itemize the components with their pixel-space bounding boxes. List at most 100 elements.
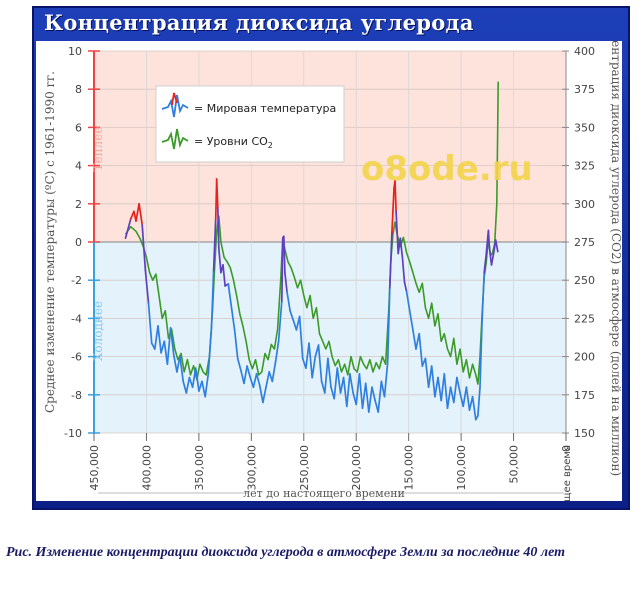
series-temperature-segment <box>377 380 383 413</box>
series-temperature-segment <box>311 355 317 379</box>
y-left-tick-label: 6 <box>75 121 82 134</box>
legend-temperature-swatch <box>161 94 189 118</box>
series-temperature-segment <box>355 372 361 406</box>
series-temperature-segment <box>216 206 220 249</box>
y-right-tick-label: 350 <box>574 121 595 134</box>
x-tick-label: 400,000 <box>140 445 153 491</box>
series-temperature-segment <box>327 357 332 389</box>
series-temperature-segment <box>459 392 465 408</box>
series-temperature-segment <box>292 319 298 331</box>
series-temperature-segment <box>286 290 291 312</box>
y-right-tick-label: 200 <box>574 351 595 364</box>
x-tick-label: 350,000 <box>193 445 206 491</box>
series-temperature-segment <box>233 329 239 360</box>
series-temperature-segment <box>185 376 191 394</box>
series-temperature-segment <box>317 344 323 383</box>
series-temperature-segment <box>277 300 283 343</box>
series-layer <box>124 81 499 421</box>
y-left-tick-label: 2 <box>75 198 82 211</box>
y-right-tick-label: 150 <box>574 427 595 440</box>
series-temperature-segment <box>182 380 188 394</box>
series-temperature-segment <box>333 367 339 400</box>
series-temperature-segment <box>345 372 351 408</box>
series-temperature-segment <box>479 319 483 389</box>
x-tick-label: 300,000 <box>245 445 258 491</box>
legend-co2-label: = Уровни CO2 <box>194 135 273 150</box>
legend: = Мировая температура = Уровни CO2 <box>155 85 345 163</box>
y-left-tick-label: -10 <box>64 427 82 440</box>
y-left-tick-label: -8 <box>71 389 82 402</box>
y-right-tick-label: 225 <box>574 312 595 325</box>
series-temperature-segment <box>462 386 468 408</box>
legend-box <box>155 85 345 163</box>
series-temperature-segment <box>465 386 471 411</box>
series-temperature-segment <box>490 252 495 266</box>
x-axis-title: лет до настоящего времени <box>243 487 405 500</box>
series-temperature-segment <box>408 309 414 331</box>
series-temperature-segment <box>367 386 373 413</box>
series-temperature-segment <box>249 376 255 389</box>
series-temperature-segment <box>284 271 288 293</box>
series-temperature-segment <box>215 178 219 209</box>
series-temperature-segment <box>236 357 242 371</box>
series-temperature-segment <box>222 264 226 287</box>
chart-frame: Концентрация диоксида углерода 10 8 6 4 2 0 -2… <box>32 6 630 510</box>
series-temperature-segment <box>443 372 449 410</box>
series-temperature-segment <box>440 372 446 402</box>
legend-temperature-label: = Мировая температура <box>194 102 336 115</box>
series-temperature-segment <box>144 269 150 304</box>
legend-temperature-peak <box>171 92 178 106</box>
y-right-tick-label: 175 <box>574 389 595 402</box>
series-temperature-segment <box>418 332 424 367</box>
x-tick-label: 450,000 <box>88 445 101 491</box>
series-temperature-segment <box>124 218 132 240</box>
legend-co2-subscript: 2 <box>268 141 273 150</box>
x-tick-label: 250,000 <box>298 445 311 491</box>
y-left-tick-label: 4 <box>75 160 82 173</box>
series-temperature-segment <box>210 269 215 329</box>
series-temperature-segment <box>494 239 499 253</box>
series-temperature-segment <box>399 237 404 259</box>
series-temperature-segment <box>191 367 197 389</box>
series-temperature-segment <box>289 309 295 322</box>
series-temperature-segment <box>391 187 395 234</box>
series-temperature-segment <box>403 281 408 293</box>
series-temperature-segment <box>401 256 406 283</box>
y-left-tick-label: 0 <box>75 236 82 249</box>
y-left-tick-label: -2 <box>71 274 82 287</box>
series-temperature-segment <box>342 376 348 408</box>
series-temperature-segment <box>323 357 329 394</box>
zone-label-warm: Теплее <box>91 127 105 172</box>
y-left-tick-label: 8 <box>75 83 82 96</box>
series-temperature-segment <box>172 353 178 373</box>
series-temperature-segment <box>212 218 217 272</box>
series-temperature-segment <box>274 340 280 364</box>
x-tick-label: 200,000 <box>350 445 363 491</box>
axes: 10 8 6 4 2 0 -2 -4 -6 -8 -10 400 375 350 325 300 275 250 2… <box>64 45 595 491</box>
series-temperature-segment <box>405 290 411 312</box>
x-tick-label: 0 <box>560 445 573 452</box>
series-temperature-segment <box>383 361 389 398</box>
series-temperature-segment <box>282 235 286 274</box>
series-temperature-segment <box>361 382 367 410</box>
series-temperature-segment <box>446 386 452 410</box>
y-left-tick-label: 10 <box>68 45 82 58</box>
series-temperature-segment <box>364 382 370 413</box>
series-temperature-segment <box>336 367 342 394</box>
cold-zone <box>94 242 566 433</box>
series-temperature-segment <box>169 327 175 356</box>
series-temperature-segment <box>394 180 397 213</box>
y-left-tick-label: -4 <box>71 312 82 325</box>
plot-background <box>94 51 566 433</box>
x-tick-label: 100,000 <box>455 445 468 491</box>
series-temperature-segment <box>252 372 258 389</box>
chart-title: Концентрация диоксида углерода <box>44 10 474 35</box>
y-right-title: Концентрация диоксида углерода (CO2) в а… <box>609 41 622 476</box>
series-temperature-segment <box>424 357 430 389</box>
series-temperature-segment <box>217 246 222 274</box>
series-temperature-segment <box>386 286 391 364</box>
axis-labels: Среднее изменение температуры (ºC) с 196… <box>43 41 622 501</box>
present-label: настоящее время <box>562 445 573 501</box>
series-temperature-segment <box>437 376 443 402</box>
series-temperature-segment <box>153 325 159 350</box>
